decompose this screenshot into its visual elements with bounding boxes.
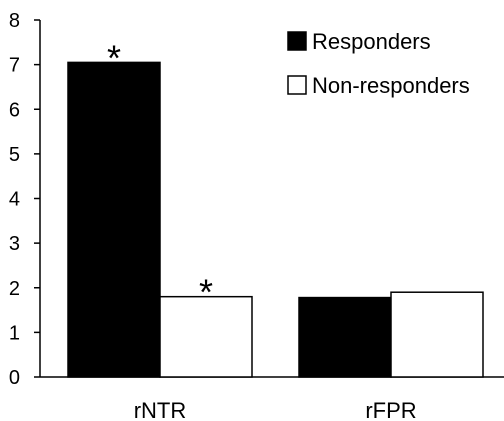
- y-tick-label: 8: [9, 10, 20, 32]
- bar-responders-rntr: [67, 61, 161, 378]
- y-tick-label: 4: [9, 189, 20, 211]
- y-tick-label: 1: [9, 322, 20, 344]
- y-tick-label: 6: [9, 99, 20, 121]
- legend-swatch: [287, 75, 307, 95]
- annotations: **: [107, 37, 213, 312]
- legend: Responders Non-responders: [287, 29, 470, 98]
- x-category-label: rFPR: [365, 398, 416, 421]
- y-tick-label: 0: [9, 367, 20, 389]
- legend-label: Non-responders: [312, 73, 470, 98]
- bar-non-responders-rfpr: [390, 291, 484, 378]
- legend-label: Responders: [312, 29, 431, 54]
- y-tick-label: 2: [9, 278, 20, 300]
- bar-non-responders-rntr: [159, 295, 253, 378]
- y-tick-label: 5: [9, 144, 20, 166]
- y-tick-label: 3: [9, 233, 20, 255]
- bars: [67, 61, 484, 378]
- significance-asterisk: *: [199, 272, 213, 313]
- x-category-label: rNTR: [134, 398, 187, 421]
- y-tick-label: 7: [9, 55, 20, 77]
- significance-asterisk: *: [107, 37, 121, 78]
- legend-swatch: [287, 31, 307, 51]
- bar-responders-rfpr: [298, 296, 392, 378]
